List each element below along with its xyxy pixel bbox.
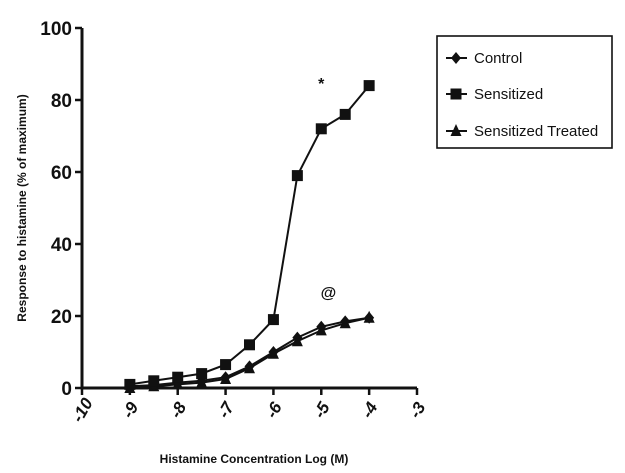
data-point-control (364, 311, 375, 324)
x-tick-label: -4 (358, 398, 382, 421)
x-tick-label: -3 (405, 398, 429, 421)
annotation: @ (321, 285, 337, 302)
annotations: *@ (318, 76, 336, 302)
legend-marker-sensitized-treated (450, 124, 462, 136)
data-point-sensitized (148, 375, 160, 387)
data-point-control (316, 320, 327, 333)
y-tick-label: 100 (40, 19, 72, 40)
y-tick-label: 80 (51, 91, 72, 112)
data-point-control (292, 331, 303, 344)
series-line-control (129, 316, 370, 388)
data-point-control (340, 315, 351, 328)
data-point-sensitized (363, 80, 375, 92)
y-axis-title: Response to histamine (% of maximum) (15, 94, 29, 321)
x-tick-label: -9 (118, 398, 142, 421)
legend-item-control: Control (446, 50, 522, 67)
x-tick-label: -6 (262, 398, 286, 421)
legend-marker-sensitized (450, 88, 462, 100)
data-point-sensitized (172, 371, 184, 383)
data-point-control (268, 346, 279, 358)
x-tick-label: -5 (310, 398, 334, 421)
data-point-control (220, 371, 231, 384)
annotation: * (318, 76, 325, 93)
y-tick-label: 20 (51, 307, 72, 328)
x-tick-label: -8 (166, 398, 190, 421)
data-point-sensitized (339, 108, 351, 120)
y-tick-label: 40 (51, 235, 72, 256)
legend-label: Control (474, 50, 522, 67)
y-tick-label: 0 (61, 379, 72, 400)
legend-label: Sensitized Treated (474, 123, 598, 140)
legend-label: Sensitized (474, 86, 543, 103)
legend-item-sensitized: Sensitized (446, 86, 543, 103)
legend-box (436, 35, 613, 149)
series-layer (124, 80, 375, 393)
legend-marker-control (451, 52, 461, 64)
data-point-control (244, 360, 255, 373)
y-tick-label: 60 (51, 163, 72, 184)
series-line-sensitized-treated (129, 316, 370, 389)
data-point-sensitized (244, 339, 255, 351)
x-tick-label: -7 (214, 398, 239, 422)
legend: Control Sensitized Sensitized Treated (436, 35, 613, 149)
data-point-sensitized (315, 123, 327, 135)
data-point-sensitized (220, 359, 232, 371)
x-tick-label: -10 (68, 394, 97, 425)
legend-item-sensitized-treated: Sensitized Treated (446, 123, 598, 140)
series-sensitized (124, 80, 375, 390)
data-point-sensitized (267, 314, 279, 326)
data-point-sensitized (196, 368, 208, 380)
x-axis-title: Histamine Concentration Log (M) (160, 452, 349, 466)
axes: 0 20 40 60 80 100 -10 -9 -8 -7 -6 -5 -4 -3 (40, 19, 429, 426)
data-point-sensitized (291, 170, 303, 182)
data-point-sensitized (124, 378, 136, 390)
